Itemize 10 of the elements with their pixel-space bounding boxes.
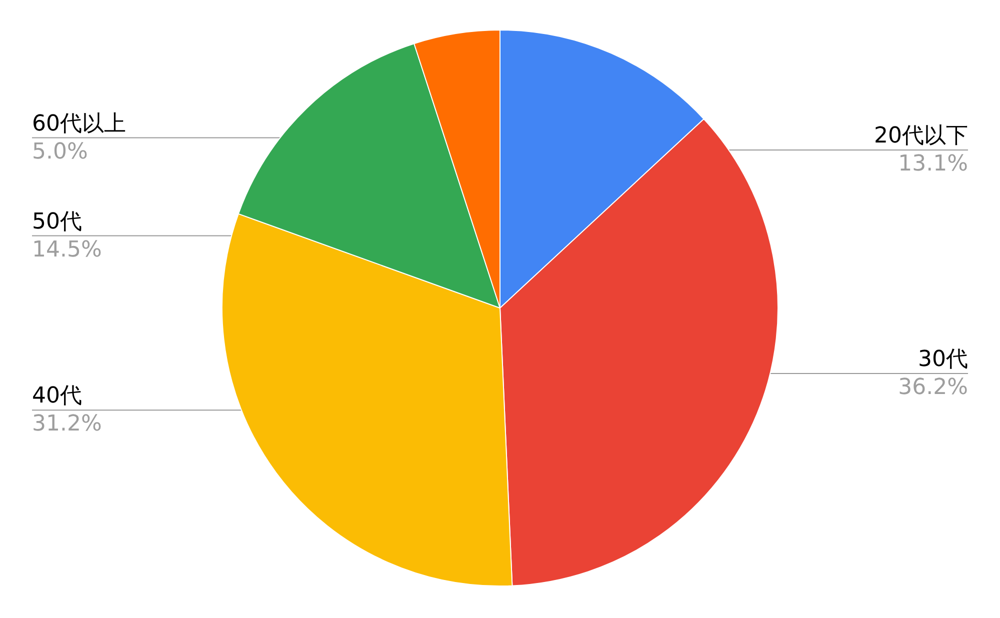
slice-label: 40代 <box>32 384 82 409</box>
slice-label: 50代 <box>32 209 82 234</box>
slice-label: 60代以上 <box>32 111 126 136</box>
data-label: 31.2% <box>32 412 102 437</box>
data-label: 36.2% <box>898 374 968 400</box>
slice-label: 20代以下 <box>874 124 968 149</box>
data-label: 5.0% <box>32 139 88 164</box>
slice-label: 30代 <box>918 346 968 372</box>
data-label: 13.1% <box>898 152 968 177</box>
data-label: 14.5% <box>32 237 102 262</box>
